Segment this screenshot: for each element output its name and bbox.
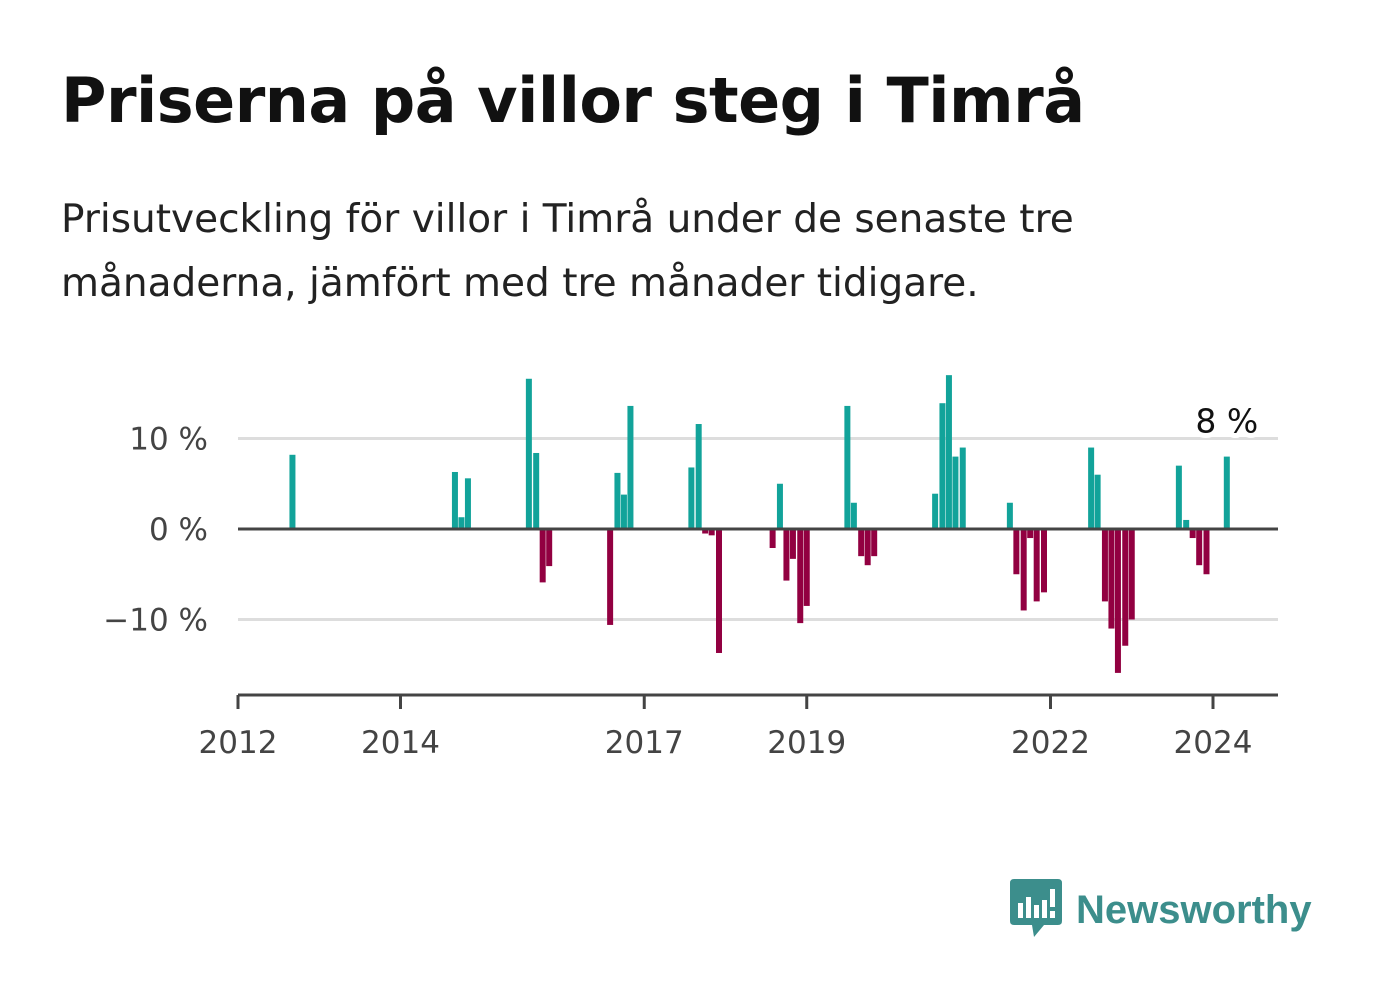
brand-name: Newsworthy [1076, 887, 1312, 932]
bar-46 [1175, 465, 1182, 529]
bar-1 [451, 471, 458, 529]
bar-50 [1203, 529, 1210, 575]
grid-lines [238, 437, 1278, 621]
bar-30 [945, 375, 952, 529]
bar-29 [939, 403, 946, 529]
bar-48 [1189, 529, 1196, 539]
bar-18 [776, 483, 783, 529]
bar-34 [1013, 529, 1020, 575]
bar-14 [702, 529, 709, 534]
end-value-label-halo: 8 % [1195, 402, 1258, 441]
bar-5 [533, 452, 540, 529]
x-tick-label-0: 2012 [199, 725, 278, 761]
bar-17 [769, 529, 776, 549]
bar-38 [1041, 529, 1047, 593]
bar-40 [1094, 474, 1101, 529]
bar-10 [620, 494, 627, 529]
x-tick-label-5: 2024 [1174, 725, 1253, 761]
bar-28 [932, 493, 939, 529]
bar-23 [844, 405, 851, 529]
bar-35 [1020, 529, 1027, 611]
y-tick-label-1: 0 % [149, 512, 208, 548]
bar-45 [1128, 529, 1135, 620]
bar-12 [688, 467, 695, 529]
bar-22 [803, 529, 810, 606]
x-tick-label-2: 2017 [605, 725, 684, 761]
bar-44 [1122, 529, 1129, 646]
x-tick-label-3: 2019 [767, 725, 846, 761]
bar-27 [871, 529, 878, 557]
bar-41 [1101, 529, 1108, 602]
bar-20 [789, 529, 796, 559]
page-title: Priserna på villor steg i Timrå [61, 64, 1085, 137]
x-tick-label-4: 2022 [1011, 725, 1090, 761]
bar-33 [1006, 502, 1013, 529]
bar-4 [525, 378, 532, 529]
bar-9 [614, 472, 621, 529]
bar-26 [864, 529, 871, 566]
y-tick-label-0: 10 % [129, 422, 208, 458]
bar-8 [607, 529, 614, 625]
bar-47 [1183, 519, 1190, 529]
x-tick-label-1: 2014 [361, 725, 440, 761]
bar-43 [1114, 529, 1121, 673]
bar-51 [1223, 456, 1230, 529]
bar-13 [695, 424, 702, 529]
bar-24 [850, 502, 857, 529]
brand-logo: Newsworthy [1010, 878, 1312, 942]
bar-15 [708, 529, 715, 536]
bar-7 [546, 529, 553, 567]
bar-49 [1196, 529, 1203, 566]
bars [289, 375, 1230, 673]
bar-42 [1108, 529, 1115, 629]
axes [236, 527, 1278, 709]
bar-6 [539, 529, 546, 583]
y-tick-label-2: −10 % [103, 603, 208, 639]
bar-16 [716, 529, 722, 653]
bar-3 [464, 478, 471, 529]
bar-0 [289, 454, 296, 529]
bar-19 [783, 529, 790, 581]
end-value-label: 8 % [1195, 402, 1258, 441]
page-subtitle: Prisutveckling för villor i Timrå under … [61, 197, 1074, 306]
bar-21 [797, 529, 804, 624]
bar-32 [959, 447, 966, 529]
bar-39 [1088, 447, 1095, 529]
bar-37 [1033, 529, 1040, 602]
newsworthy-logo-icon [1010, 879, 1062, 937]
bar-31 [952, 456, 959, 529]
bar-36 [1027, 529, 1034, 539]
bar-2 [458, 517, 465, 529]
bar-11 [627, 405, 634, 529]
bar-25 [858, 529, 865, 557]
